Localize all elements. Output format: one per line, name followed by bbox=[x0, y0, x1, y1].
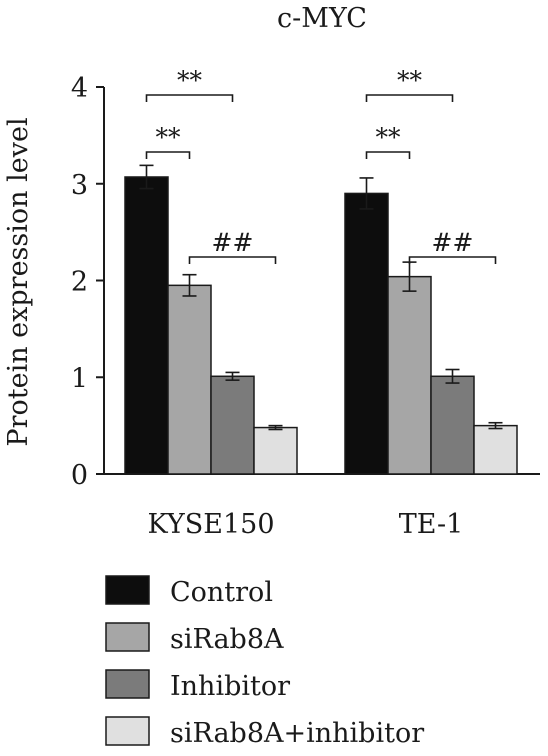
significance-label: ** bbox=[397, 66, 423, 95]
significance-label: ** bbox=[177, 66, 203, 95]
significance-bracket bbox=[408, 256, 497, 264]
significance-bracket bbox=[145, 151, 191, 159]
bar bbox=[473, 424, 518, 475]
legend: Control siRab8A Inhibitor siRab8A+inhibitor bbox=[105, 575, 424, 749]
bar bbox=[210, 375, 255, 475]
legend-swatch bbox=[105, 716, 150, 746]
y-tick-label: 2 bbox=[71, 267, 88, 298]
significance-label: ## bbox=[212, 228, 254, 257]
bar bbox=[430, 375, 475, 475]
y-tick-label: 4 bbox=[71, 73, 88, 104]
legend-label: siRab8A bbox=[170, 624, 284, 655]
legend-label: siRab8A+inhibitor bbox=[170, 718, 424, 749]
significance-label: ## bbox=[432, 228, 474, 257]
x-tick-label: KYSE150 bbox=[147, 509, 274, 540]
significance-label: ** bbox=[156, 123, 182, 152]
legend-swatch bbox=[105, 622, 150, 652]
legend-swatch bbox=[105, 575, 150, 605]
bar bbox=[124, 176, 169, 475]
y-axis-label: Protein expression level bbox=[3, 117, 34, 446]
chart-title: c-MYC bbox=[277, 3, 367, 34]
significance-bracket bbox=[365, 94, 454, 102]
significance-annotations: ** ** ## ** ** ## bbox=[145, 66, 497, 264]
legend-label: Inhibitor bbox=[170, 671, 290, 702]
bars bbox=[124, 176, 518, 475]
legend-label: Control bbox=[170, 577, 273, 608]
significance-bracket bbox=[365, 151, 411, 159]
y-tick-label: 1 bbox=[71, 363, 88, 394]
legend-swatch bbox=[105, 669, 150, 699]
x-tick-label: TE-1 bbox=[399, 509, 464, 540]
bar bbox=[167, 284, 212, 475]
significance-label: ** bbox=[376, 123, 402, 152]
significance-bracket bbox=[145, 94, 234, 102]
significance-bracket bbox=[188, 256, 277, 264]
y-tick-label: 3 bbox=[71, 170, 88, 201]
bar bbox=[387, 275, 432, 475]
bar bbox=[344, 192, 389, 475]
bar bbox=[253, 426, 298, 475]
y-tick-label: 0 bbox=[71, 460, 88, 491]
